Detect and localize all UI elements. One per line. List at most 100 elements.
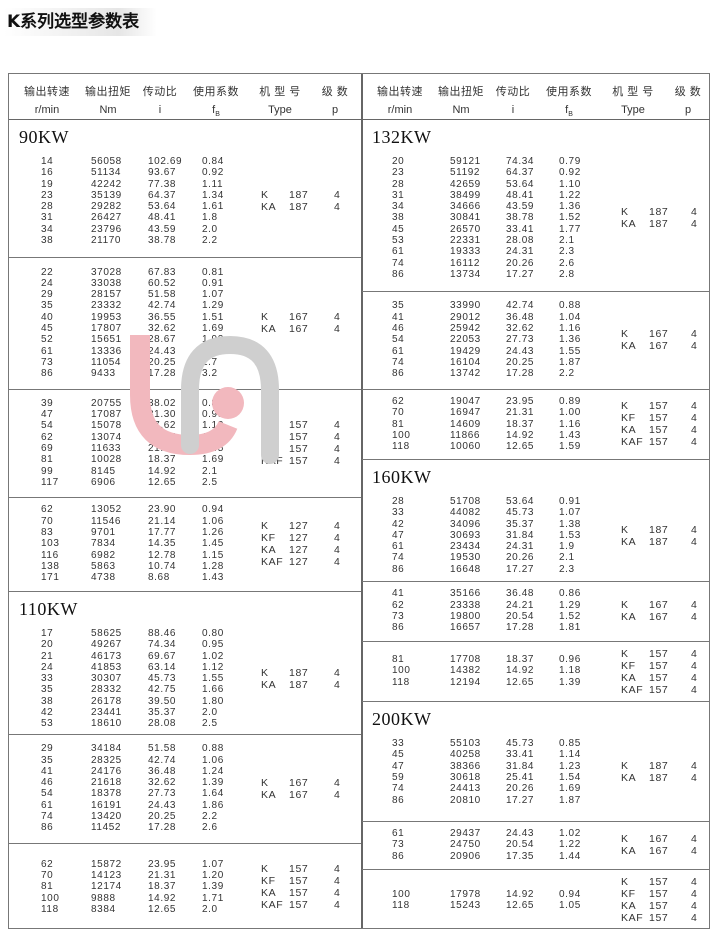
ratio-cell: 21.31	[148, 870, 177, 882]
service-factor-cell: 1.02	[559, 828, 581, 840]
ratio-cell: 48.41	[506, 189, 535, 201]
speed-cell: 81	[392, 654, 405, 666]
torque-cell: 13052	[91, 504, 122, 516]
type-series-cell: KA	[261, 544, 277, 556]
power-rating-heading: 200KW	[372, 709, 432, 729]
type-size-cell: 167	[649, 611, 669, 623]
type-size-cell: 167	[649, 328, 669, 340]
table-row: 20 59121 74.34 0.79	[362, 156, 710, 167]
speed-cell: 86	[392, 850, 405, 862]
service-factor-cell: 1.12	[202, 661, 224, 673]
type-series-cell: K	[621, 833, 629, 845]
type-size-cell: 187	[649, 772, 669, 784]
column-header-cn: 级 数	[674, 86, 702, 98]
torque-cell: 33038	[91, 277, 122, 289]
torque-cell: 30841	[450, 212, 481, 224]
type-size-cell: 127	[289, 532, 309, 544]
torque-cell: 13734	[450, 268, 481, 280]
ratio-cell: 17.28	[506, 622, 535, 634]
service-factor-cell: 1.69	[202, 322, 224, 334]
service-factor-cell: 1.29	[202, 300, 224, 312]
table-row: 117 6906 12.65 2.5	[9, 477, 361, 488]
service-factor-cell: 1.06	[202, 754, 224, 766]
ratio-cell: 35.37	[148, 707, 177, 719]
column-header-unit: p	[684, 104, 692, 116]
column-header-cn: 机 型 号	[259, 86, 301, 98]
ratio-cell: 24.31	[506, 246, 535, 258]
service-factor-cell: 2.5	[202, 476, 218, 488]
poles-cell: 4	[334, 431, 341, 443]
torque-cell: 49267	[91, 639, 122, 651]
data-rows: 14 56058 102.69 0.84 16 51134 93.67 0.92 19 42242…	[9, 156, 361, 246]
speed-cell: 62	[41, 504, 54, 516]
ratio-cell: 20.26	[506, 257, 535, 269]
service-factor-cell: 1.04	[559, 311, 581, 323]
table-row: 70 11546 21.14 1.06	[9, 516, 361, 527]
speed-cell: 54	[41, 788, 54, 800]
table-row: 52 15651 28.67 1.92	[9, 334, 361, 345]
speed-cell: 47	[41, 409, 54, 421]
column-header-unit: Type	[621, 104, 645, 116]
service-factor-cell: 1.02	[202, 650, 224, 662]
ratio-cell: 31.84	[506, 760, 535, 772]
type-list: K 157 4 KF 157 4 KA 157 4 KAF 157 4	[9, 419, 361, 467]
type-row: K 167 4	[362, 833, 710, 845]
column-header-5: 级 数 p	[313, 74, 357, 116]
speed-cell: 52	[41, 334, 54, 346]
type-row: KA 157 4	[9, 887, 361, 899]
speed-cell: 28	[392, 178, 405, 190]
table-group: 132KW 20 59121 74.34 0.79 23 51192 64.37 0.92 28 4…	[362, 120, 710, 292]
service-factor-cell: 1.07	[202, 289, 224, 301]
table-row: 86 16657 17.28 1.81	[362, 622, 710, 633]
torque-cell: 41853	[91, 661, 122, 673]
poles-cell: 4	[691, 845, 698, 857]
service-factor-cell: 1.07	[202, 858, 224, 870]
table-row: 86 20906 17.35 1.44	[362, 851, 710, 862]
type-row: KA 187 4	[362, 772, 710, 784]
speed-cell: 61	[392, 246, 405, 258]
table-row: 45 26570 33.41 1.77	[362, 224, 710, 235]
poles-cell: 4	[334, 666, 341, 679]
service-factor-cell: 1.81	[559, 622, 581, 634]
service-factor-cell: 1.20	[202, 870, 224, 882]
speed-cell: 70	[392, 407, 405, 419]
torque-cell: 56058	[91, 156, 122, 167]
poles-cell: 4	[334, 887, 341, 899]
speed-cell: 54	[392, 334, 405, 346]
service-factor-cell: 0.84	[202, 156, 224, 167]
speed-cell: 33	[392, 738, 405, 750]
service-factor-cell: 1.23	[559, 760, 581, 772]
data-rows: 62 19047 23.95 0.89 70 16947 21.31 1.00 81 14609 1…	[362, 396, 710, 452]
table-row: 35 23332 42.74 1.29	[9, 300, 361, 311]
type-series-cell: K	[261, 189, 269, 202]
table-row: 21 46173 69.67 1.02	[9, 651, 361, 662]
type-row: KA 187 4	[9, 201, 361, 213]
speed-cell: 70	[41, 515, 54, 527]
torque-cell: 24176	[91, 765, 122, 777]
service-factor-cell: 2.0	[202, 903, 218, 915]
group-body: 33 55103 45.73 0.85 45 40258 33.41 1.14 47 38366 3…	[362, 738, 710, 818]
table-row: 34 34666 43.59 1.36	[362, 201, 710, 212]
torque-cell: 6906	[91, 476, 116, 488]
service-factor-cell: 1.87	[559, 794, 581, 806]
ratio-cell: 24.31	[506, 541, 535, 553]
column-header-unit: r/min	[387, 104, 413, 116]
speed-cell: 33	[392, 507, 405, 519]
column-header-0: 输出转速 r/min	[17, 74, 77, 116]
type-series-cell: K	[261, 419, 269, 431]
torque-cell: 20755	[91, 397, 122, 409]
torque-cell: 21618	[91, 777, 122, 789]
service-factor-cell: 1.53	[559, 529, 581, 541]
torque-cell: 7834	[91, 538, 116, 550]
data-rows: 29 34184 51.58 0.88 35 28325 42.74 1.06 41 24176 3…	[9, 743, 361, 833]
service-factor-cell: 1.29	[559, 599, 581, 611]
torque-cell: 19530	[450, 552, 481, 564]
ratio-cell: 53.64	[506, 178, 535, 190]
ratio-cell: 43.59	[506, 201, 535, 213]
torque-cell: 20810	[450, 794, 481, 806]
ratio-cell: 45.73	[148, 673, 177, 685]
type-row: KA 157 4	[362, 424, 710, 436]
poles-cell: 4	[691, 611, 698, 623]
type-row: KF 127 4	[9, 532, 361, 544]
table-row: 62 19047 23.95 0.89	[362, 396, 710, 407]
